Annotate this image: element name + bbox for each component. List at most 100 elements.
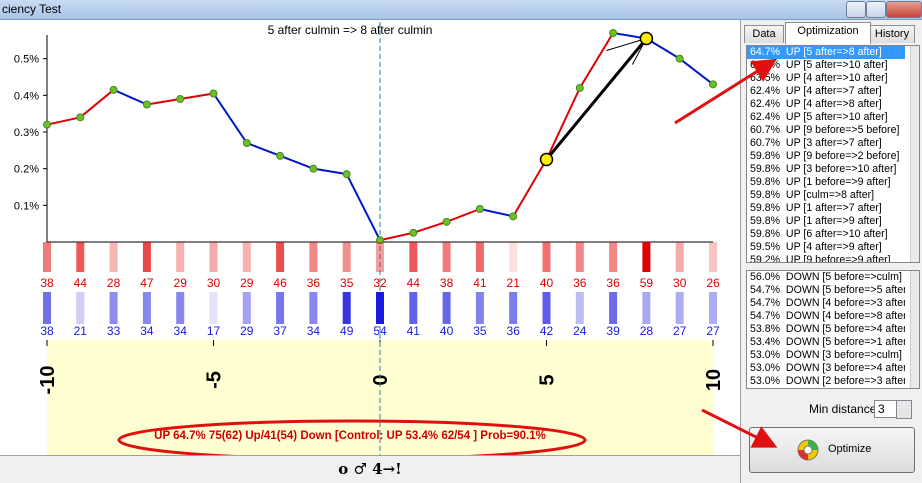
x-tick-label: 5 <box>537 374 559 385</box>
count-label: 35 <box>340 276 354 290</box>
count-label: 34 <box>174 324 188 338</box>
list-item[interactable]: 64.7% UP [5 after=>8 after] <box>747 46 905 59</box>
list-item[interactable]: 54.7% DOWN [5 before=>5 after] <box>750 284 905 296</box>
x-tick-label: -10 <box>37 366 59 395</box>
list-item[interactable]: 59.5% UP [4 after=>9 after] <box>750 241 882 253</box>
data-point <box>409 228 418 237</box>
list-item[interactable]: 62.4% UP [4 after=>8 after] <box>750 98 882 110</box>
maximize-button[interactable] <box>866 1 886 18</box>
count-bar <box>642 242 651 272</box>
data-point <box>43 120 51 129</box>
spin-button[interactable] <box>896 400 912 419</box>
count-bar <box>442 292 451 324</box>
count-label: 40 <box>440 324 454 338</box>
count-bar <box>709 242 717 272</box>
list-item[interactable]: 62.4% UP [4 after=>7 after] <box>750 85 882 97</box>
list-item[interactable]: 63.5% UP [4 after=>10 after] <box>750 72 888 84</box>
list-item[interactable]: 56.0% DOWN [5 before=>culm] <box>750 271 902 283</box>
count-label: 59 <box>640 276 654 290</box>
count-bar <box>475 242 484 272</box>
list-item[interactable]: 59.8% UP [1 after=>9 after] <box>750 215 882 227</box>
close-button[interactable] <box>886 1 922 18</box>
list-item[interactable]: 60.7% UP [9 before=>5 before] <box>750 124 900 136</box>
count-label: 29 <box>240 276 254 290</box>
data-point <box>309 164 318 173</box>
list-item[interactable]: 53.0% DOWN [3 before=>4 after] <box>750 362 905 374</box>
list-item[interactable]: 59.8% UP [3 before=>10 after] <box>750 163 897 175</box>
tab[interactable]: Optimization <box>785 22 871 44</box>
list-item[interactable]: 53.4% DOWN [5 before=>1 after] <box>750 336 905 348</box>
down-list[interactable]: 56.0% DOWN [5 before=>culm] 54.7% DOWN [5… <box>746 270 920 389</box>
data-point <box>342 170 351 179</box>
count-label: 39 <box>606 324 620 338</box>
line-segment <box>345 173 381 241</box>
tab[interactable]: Data <box>744 25 784 43</box>
data-point <box>109 85 118 94</box>
list-item[interactable]: 60.7% UP [3 after=>7 after] <box>750 137 882 149</box>
x-tick-label: -5 <box>204 371 226 389</box>
list-item[interactable]: 64.1% UP [5 after=>10 after] <box>750 59 888 71</box>
list-item[interactable]: 54.7% DOWN [4 before=>3 after] <box>750 297 905 309</box>
data-point <box>242 139 251 147</box>
list-item[interactable]: 59.8% UP [6 after=>10 after] <box>750 228 888 240</box>
list-item[interactable]: 53.0% DOWN [3 before=>culm] <box>750 349 902 361</box>
data-point <box>176 95 185 103</box>
count-label: 46 <box>273 276 287 290</box>
data-point <box>675 54 684 63</box>
list-item[interactable]: 59.8% UP [1 after=>7 after] <box>750 202 882 214</box>
y-tick-label: 0.4% <box>14 90 39 102</box>
count-bar <box>642 292 651 324</box>
count-label: 21 <box>507 276 521 290</box>
tab[interactable]: History <box>869 25 915 43</box>
count-bar <box>276 292 285 324</box>
data-point <box>609 29 618 37</box>
count-label: 17 <box>207 324 221 338</box>
count-bar <box>209 242 218 272</box>
count-bar <box>609 242 618 272</box>
list-item[interactable]: 54.7% DOWN [4 before=>8 after] <box>750 310 905 322</box>
count-label: 29 <box>240 324 254 338</box>
list-item[interactable]: 53.8% DOWN [5 before=>4 after] <box>750 323 905 335</box>
scrollbar[interactable] <box>910 271 919 388</box>
list-item[interactable]: 62.4% UP [5 after=>10 after] <box>750 111 888 123</box>
min-distance-input[interactable]: 3 <box>874 400 897 418</box>
y-tick-label: 0.1% <box>14 200 39 212</box>
minimize-button[interactable] <box>846 1 866 18</box>
x-tick-label: 0 <box>370 374 392 385</box>
line-segment <box>146 98 181 106</box>
list-item[interactable]: 59.2% UP [9 before=>9 after] <box>750 254 891 263</box>
list-item[interactable]: 59.8% UP [1 before=>9 after] <box>750 176 891 188</box>
line-segment <box>212 92 248 144</box>
data-point <box>509 212 518 221</box>
count-label: 34 <box>307 324 321 338</box>
count-bar <box>575 292 584 324</box>
data-point <box>442 217 451 226</box>
optimize-icon <box>797 439 819 461</box>
line-segment <box>512 158 548 217</box>
count-label: 27 <box>706 324 720 338</box>
count-label: 34 <box>140 324 154 338</box>
scrollbar[interactable] <box>910 46 919 262</box>
count-label: 38 <box>440 276 454 290</box>
count-bar <box>76 292 85 324</box>
optimize-button[interactable]: Optimize <box>749 427 915 473</box>
line-segment <box>313 167 347 176</box>
list-item[interactable]: 53.0% DOWN [2 before=>3 after] <box>750 375 905 387</box>
x-tick-label: 10 <box>703 369 725 391</box>
list-item[interactable]: 59.8% UP [culm=>8 after] <box>750 189 875 201</box>
count-bar <box>176 292 185 324</box>
count-bar <box>509 242 518 272</box>
count-label: 29 <box>174 276 188 290</box>
count-bar <box>276 242 285 272</box>
list-item[interactable]: 59.8% UP [9 before=>2 before] <box>750 150 900 162</box>
count-bar <box>376 242 384 272</box>
count-bar <box>442 242 451 272</box>
up-list[interactable]: 64.7% UP [5 after=>8 after] 64.1% UP [5 a… <box>746 45 920 263</box>
count-bar <box>242 292 251 324</box>
count-bar <box>76 242 85 272</box>
count-label: 36 <box>307 276 321 290</box>
count-label: 27 <box>673 324 687 338</box>
count-label: 44 <box>407 276 421 290</box>
line-segment <box>578 32 614 89</box>
